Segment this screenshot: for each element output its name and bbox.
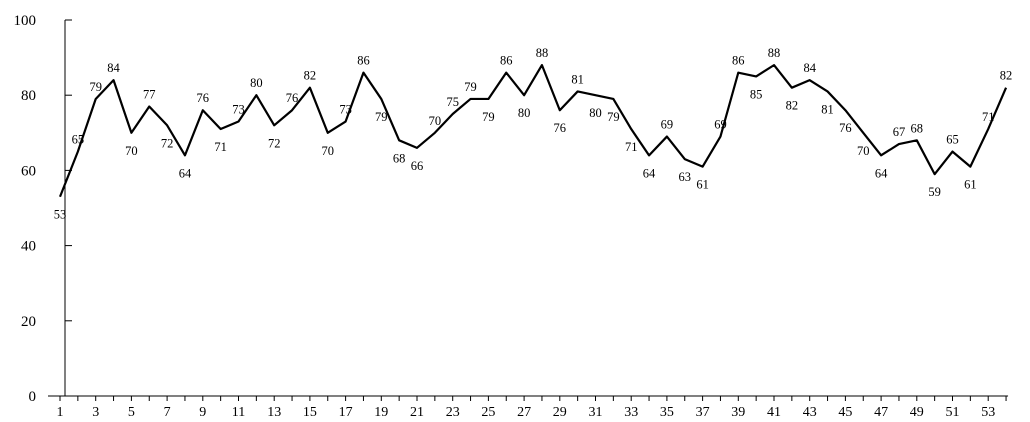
data-label: 88 (536, 46, 549, 60)
data-label: 79 (464, 80, 477, 94)
data-label: 61 (964, 178, 977, 192)
data-label: 71 (982, 110, 995, 124)
data-label: 80 (589, 106, 602, 120)
x-tick-label: 37 (696, 405, 710, 420)
data-label: 76 (197, 91, 210, 105)
data-label: 66 (411, 159, 424, 173)
x-tick-label: 11 (232, 405, 245, 420)
data-label: 70 (125, 144, 138, 158)
data-label: 86 (732, 54, 745, 68)
data-label: 80 (518, 106, 531, 120)
data-label: 82 (786, 99, 799, 113)
data-label: 81 (821, 102, 834, 116)
data-label: 63 (679, 170, 692, 184)
x-tick-label: 41 (767, 405, 781, 420)
data-label: 73 (339, 103, 352, 117)
data-label: 82 (1000, 69, 1013, 83)
x-tick-label: 39 (731, 405, 745, 420)
data-label: 53 (54, 208, 67, 222)
data-label: 71 (214, 140, 227, 154)
x-tick-label: 5 (128, 405, 135, 420)
data-label: 88 (768, 46, 781, 60)
series-line (58, 64, 1008, 198)
x-tick-label: 1 (57, 405, 64, 420)
data-label: 86 (500, 54, 513, 68)
data-label: 59 (928, 185, 941, 199)
x-tick-label: 27 (517, 405, 531, 420)
chart-axes (48, 20, 1009, 397)
data-label: 67 (893, 125, 906, 139)
data-label: 72 (161, 136, 174, 150)
x-tick-label: 9 (199, 405, 206, 420)
data-label: 79 (89, 80, 102, 94)
data-label: 75 (446, 95, 459, 109)
data-label: 64 (875, 166, 888, 180)
x-tick-label: 17 (339, 405, 353, 420)
data-label: 79 (375, 110, 388, 124)
data-label: 73 (232, 103, 245, 117)
x-tick-label: 49 (910, 405, 924, 420)
y-tick-label: 20 (21, 314, 36, 330)
x-tick-label: 51 (946, 405, 960, 420)
data-label: 70 (429, 114, 442, 128)
data-label: 69 (661, 118, 674, 132)
x-tick-label: 15 (303, 405, 317, 420)
data-label: 77 (143, 87, 156, 101)
x-tick-label: 45 (838, 405, 852, 420)
data-label: 71 (625, 140, 638, 154)
data-label: 65 (946, 133, 959, 147)
y-tick-label: 100 (14, 13, 37, 29)
data-label: 65 (72, 133, 85, 147)
x-tick-label: 7 (164, 405, 171, 420)
data-label: 69 (714, 118, 727, 132)
x-tick-label: 23 (446, 405, 460, 420)
data-label: 76 (839, 121, 852, 135)
x-tick-label: 21 (410, 405, 424, 420)
data-label: 76 (554, 121, 567, 135)
x-tick-label: 53 (981, 405, 995, 420)
data-label: 84 (803, 61, 816, 75)
y-tick-label: 80 (21, 88, 36, 104)
data-label: 79 (607, 110, 620, 124)
data-label: 68 (393, 151, 406, 165)
y-tick-label: 40 (21, 239, 36, 255)
data-label: 64 (643, 166, 656, 180)
data-label: 80 (250, 76, 263, 90)
data-label: 68 (911, 121, 924, 135)
x-tick-label: 43 (803, 405, 817, 420)
y-tick-label: 0 (29, 389, 37, 405)
x-tick-label: 47 (874, 405, 888, 420)
x-tick-label: 31 (589, 405, 603, 420)
data-label: 81 (571, 72, 584, 86)
data-labels: 53 65 79 84 70 77 72 64 76 71 73 80 72 76 82 70 73 86 79 68… (54, 46, 1013, 222)
x-tick-label: 29 (553, 405, 567, 420)
data-label: 70 (322, 144, 335, 158)
x-tick-label: 33 (624, 405, 638, 420)
y-tick-label: 60 (21, 163, 36, 179)
x-tick-label: 13 (267, 405, 281, 420)
x-tick-label: 3 (92, 405, 99, 420)
x-axis-ticks: 1 3 5 7 9 11 13 15 17 19 21 23 25 27 29 31 33 35 37 39 41 43 4… (57, 396, 1007, 420)
data-label: 70 (857, 144, 870, 158)
data-label: 84 (107, 61, 120, 75)
data-label: 85 (750, 87, 763, 101)
data-label: 76 (286, 91, 299, 105)
series-group (58, 64, 1008, 198)
x-tick-label: 19 (374, 405, 388, 420)
y-axis-ticks: 0 20 40 60 80 100 (14, 13, 72, 405)
data-label: 61 (696, 178, 709, 192)
data-label: 72 (268, 136, 281, 150)
data-label: 86 (357, 54, 370, 68)
data-label: 79 (482, 110, 495, 124)
data-label: 64 (179, 166, 192, 180)
x-tick-label: 35 (660, 405, 674, 420)
data-label: 82 (304, 69, 317, 83)
x-tick-label: 25 (481, 405, 495, 420)
